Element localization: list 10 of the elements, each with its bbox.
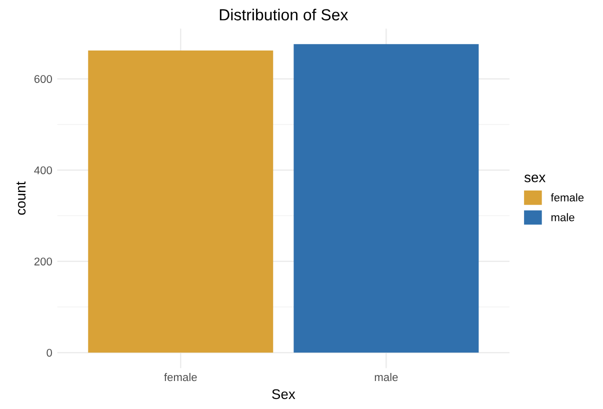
chart-title: Distribution of Sex (220, 8, 348, 20)
legend-title: sex (524, 174, 546, 182)
x-axis-title: Sex (272, 389, 296, 400)
y-tick-label: 200 (34, 258, 52, 266)
y-tick-label: 400 (34, 166, 52, 174)
legend-label: female (550, 193, 584, 202)
y-tick-label: 600 (34, 75, 52, 83)
y-axis-title: count (16, 181, 26, 215)
legend-label: male (551, 213, 574, 222)
y-tick-label: 0 (46, 348, 52, 357)
